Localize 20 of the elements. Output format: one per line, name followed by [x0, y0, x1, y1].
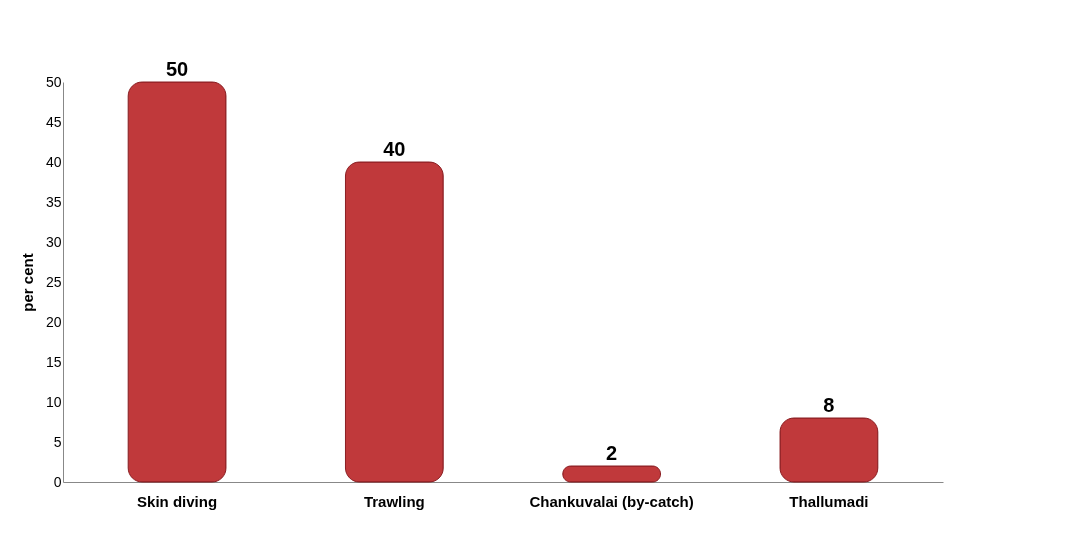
x-tick-label: Chankuvalai (by-catch) — [529, 492, 694, 510]
y-tick-label: 30 — [45, 233, 62, 250]
y-tick-label: 20 — [45, 313, 62, 330]
x-tick-label: Trawling — [363, 492, 425, 510]
data-label: 2 — [606, 442, 618, 464]
y-tick-label: 50 — [45, 73, 62, 90]
y-tick-label: 35 — [45, 193, 62, 210]
y-tick-label: 0 — [53, 473, 62, 490]
data-label: 40 — [383, 138, 406, 160]
y-tick-label: 25 — [45, 273, 62, 290]
y-axis-title: per cent — [18, 253, 36, 312]
data-label: 8 — [823, 394, 835, 416]
y-tick-label: 10 — [45, 393, 62, 410]
y-tick-label: 40 — [45, 153, 62, 170]
y-tick-label: 15 — [45, 353, 62, 370]
x-tick-label: Skin diving — [137, 492, 218, 510]
x-tick-label: Thallumadi — [789, 492, 869, 510]
y-tick-label: 5 — [53, 433, 62, 450]
data-label: 50 — [165, 58, 189, 80]
y-tick-label: 45 — [45, 113, 62, 130]
